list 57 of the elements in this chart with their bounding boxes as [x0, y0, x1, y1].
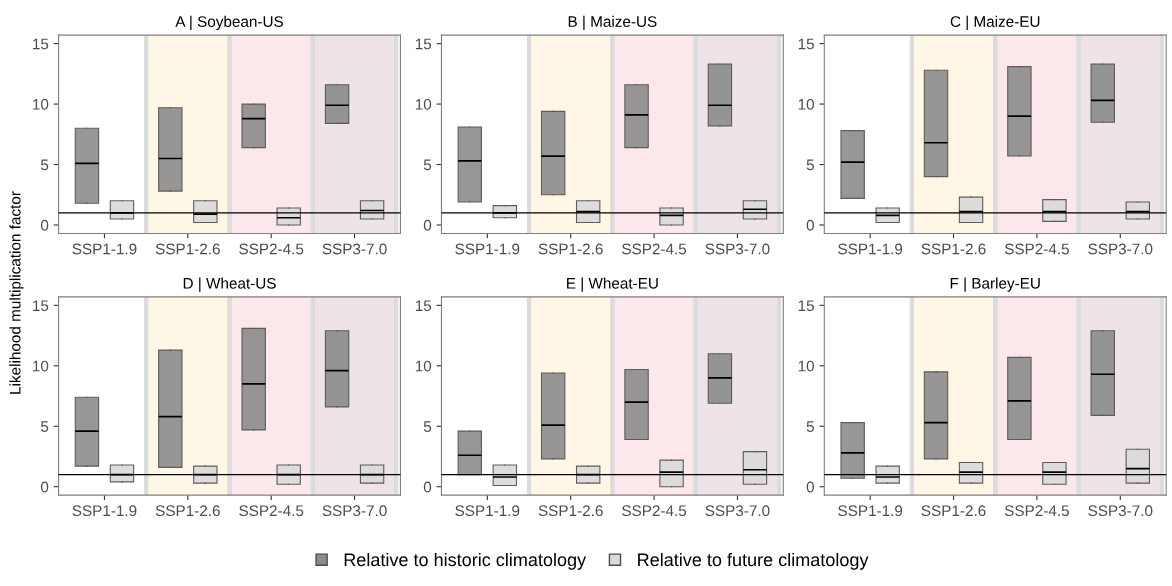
x-tick-label: SSP2-4.5	[1004, 243, 1069, 255]
x-tick-label: SSP1-2.6	[921, 505, 986, 517]
y-tick-label: 5	[423, 421, 432, 432]
y-tick-label: 0	[423, 219, 432, 231]
x-tick-label: SSP1-1.9	[72, 505, 137, 517]
y-tick-label: 10	[415, 360, 432, 372]
x-tick-label: SSP3-7.0	[1088, 505, 1153, 517]
y-tick-label: 15	[798, 38, 814, 50]
y-tick-label: 15	[798, 300, 814, 312]
y-tick-label: 5	[40, 159, 49, 171]
y-tick-label: 5	[806, 159, 814, 171]
y-axis-title: Likelihood multiplication factor	[9, 191, 24, 394]
y-tick-label: 15	[415, 38, 432, 50]
x-tick-label: SSP1-1.9	[72, 243, 137, 255]
y-tick-label: 10	[798, 98, 814, 110]
x-tick-label: SSP1-2.6	[921, 243, 986, 255]
x-tick-label: SSP1-2.6	[538, 505, 603, 517]
x-tick-label: SSP1-2.6	[155, 243, 220, 255]
y-tick-label: 0	[806, 219, 814, 231]
chart-title: B | Maize-US	[568, 15, 657, 31]
y-tick-label: 15	[33, 300, 49, 312]
y-tick-label: 15	[33, 38, 49, 50]
x-tick-label: SSP1-1.9	[838, 505, 903, 517]
x-tick-label: SSP2-4.5	[622, 243, 687, 255]
x-tick-label: SSP2-4.5	[622, 505, 687, 517]
x-tick-label: SSP1-2.6	[538, 243, 603, 255]
chart-title: A | Soybean-US	[175, 15, 284, 31]
y-tick-label: 15	[415, 300, 432, 312]
y-tick-label: 10	[798, 360, 814, 372]
y-tick-label: 0	[40, 481, 49, 493]
x-tick-label: SSP1-1.9	[838, 243, 903, 255]
y-tick-label: 0	[423, 481, 432, 493]
x-tick-label: SSP2-4.5	[1004, 505, 1069, 517]
y-tick-label: 5	[806, 421, 814, 432]
x-tick-label: SSP1-2.6	[155, 505, 220, 517]
y-tick-label: 10	[33, 98, 49, 110]
chart-title: D | Wheat-US	[183, 277, 276, 292]
y-tick-label: 5	[40, 421, 49, 432]
x-tick-label: SSP1-1.9	[455, 243, 520, 255]
chart-title: E | Wheat-EU	[567, 277, 658, 292]
x-tick-label: SSP3-7.0	[1088, 243, 1153, 255]
x-tick-label: SSP3-7.0	[705, 505, 770, 517]
y-tick-label: 0	[806, 481, 814, 493]
x-tick-label: SSP1-1.9	[455, 505, 520, 517]
chart-title: C | Maize-EU	[950, 15, 1040, 31]
legend-label: Relative to future climatology	[638, 552, 869, 570]
x-tick-label: SSP2-4.5	[239, 243, 304, 255]
x-tick-label: SSP3-7.0	[705, 243, 770, 255]
y-tick-label: 10	[415, 98, 432, 110]
x-tick-label: SSP2-4.5	[239, 505, 304, 517]
x-tick-label: SSP3-7.0	[322, 505, 387, 517]
legend-label: Relative to historic climatology	[344, 552, 587, 570]
x-tick-label: SSP3-7.0	[322, 243, 387, 255]
y-tick-label: 5	[423, 159, 432, 171]
y-tick-label: 0	[40, 219, 49, 231]
chart-title: F | Barley-EU	[950, 277, 1040, 292]
y-tick-label: 10	[33, 360, 49, 372]
